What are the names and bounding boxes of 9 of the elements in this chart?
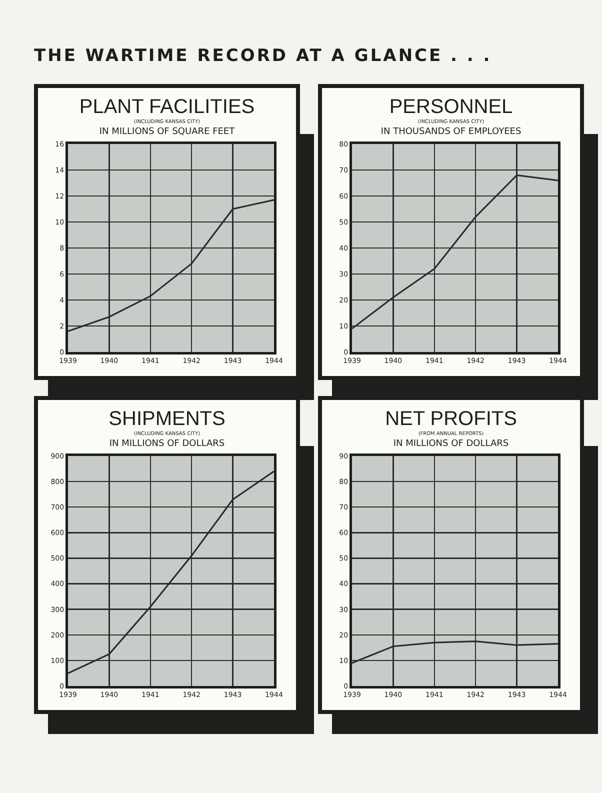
- chart-title: PLANT FACILITIES: [78, 96, 256, 118]
- y-axis-title: IN MILLIONS OF DOLLARS: [108, 438, 226, 450]
- chart-title: PERSONNEL: [388, 96, 514, 118]
- y-axis-title: IN THOUSANDS OF EMPLOYEES: [380, 126, 522, 138]
- chart-title: NET PROFITS: [384, 408, 518, 430]
- text: THE WARTIME RECORD AT A GLANCE . . .: [34, 46, 492, 66]
- chart-title: SHIPMENTS: [108, 408, 226, 430]
- y-axis-title: IN MILLIONS OF SQUARE FEET: [98, 126, 236, 138]
- y-axis-title: IN MILLIONS OF DOLLARS: [392, 438, 510, 450]
